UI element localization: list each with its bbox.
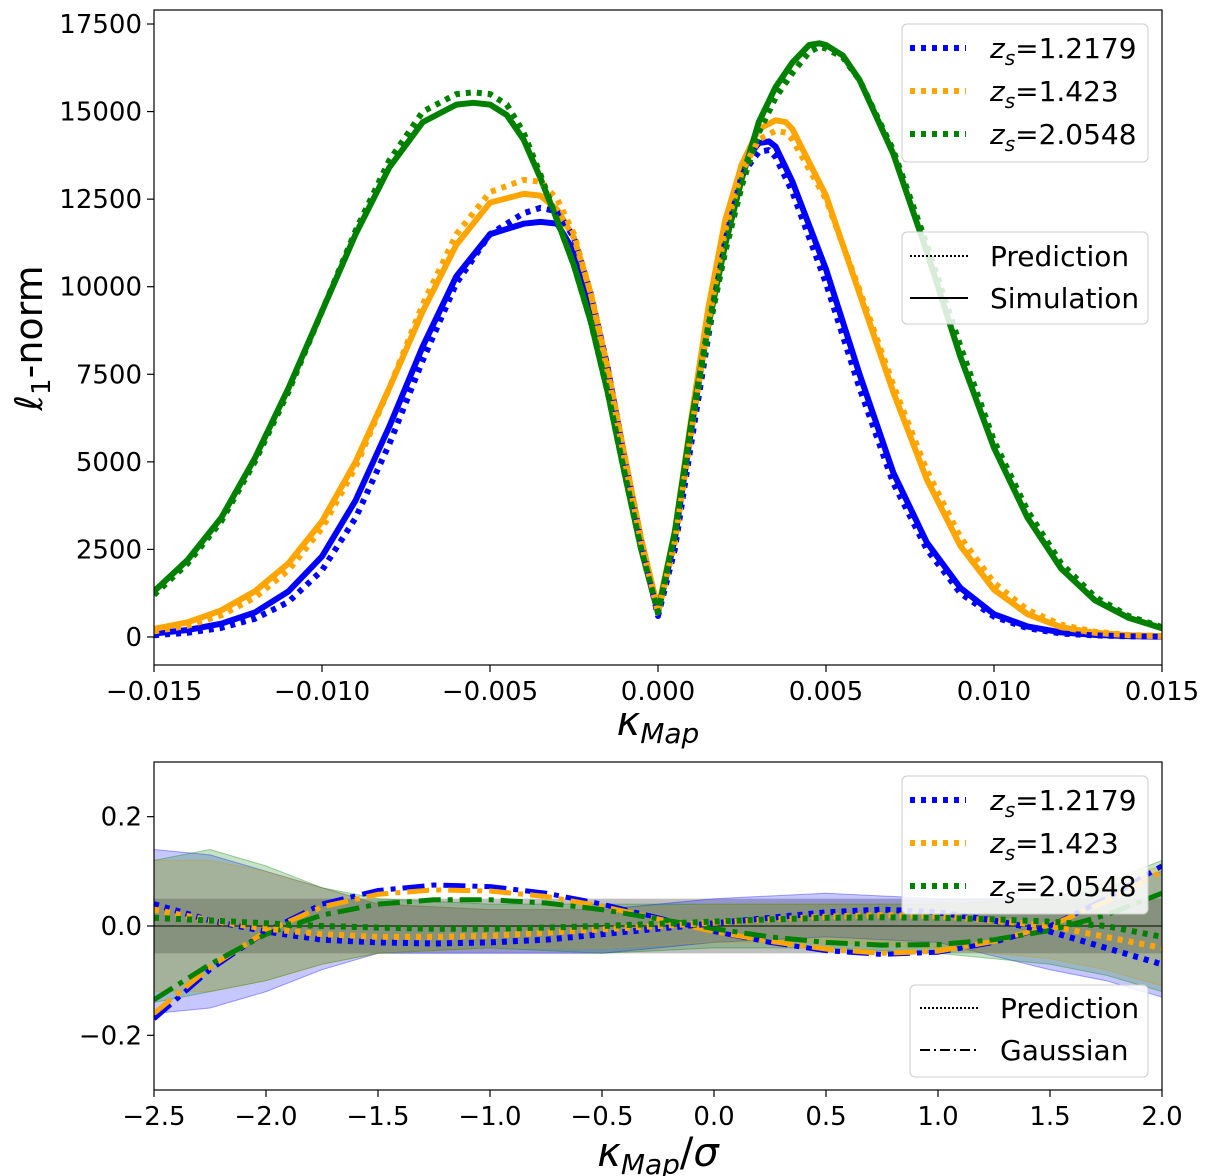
- prediction-line-3: [154, 43, 1162, 631]
- y-tick-label: 0.2: [101, 803, 142, 833]
- prediction-line-2: [154, 906, 1162, 951]
- prediction-line-2: [154, 127, 1162, 640]
- gaussian-line-3: [154, 890, 1162, 1002]
- top-series-legend: zs=1.2179 zs=1.423 zs=2.0548: [901, 23, 1149, 163]
- bottom-x-axis-label: κMap/σ: [597, 1130, 720, 1176]
- y-tick-label: 0.0: [101, 912, 142, 942]
- prediction-line-1: [154, 147, 1162, 640]
- x-tick-label: −0.005: [442, 677, 538, 707]
- y-tick-label: 15000: [59, 98, 142, 128]
- x-tick-label: 0.005: [789, 677, 863, 707]
- top-panel: −0.015 −0.010 −0.005 0.000 0.005 0.010 0.015 0…: [7, 9, 1199, 750]
- legend-style-label: Simulation: [990, 282, 1139, 315]
- legend-entry-label: zs=2.0548: [989, 118, 1137, 156]
- x-tick-label: −0.015: [106, 677, 202, 707]
- x-tick-label: 0.015: [1125, 677, 1199, 707]
- legend-entry-label: zs=1.423: [989, 75, 1119, 113]
- x-tick-label: −1.5: [346, 1102, 409, 1132]
- x-tick-label: 2.0: [1141, 1102, 1182, 1132]
- y-tick-label: 10000: [59, 273, 142, 303]
- top-style-legend: Prediction Simulation: [901, 231, 1149, 325]
- y-tick-label: 12500: [59, 185, 142, 215]
- legend-entry-label: zs=1.423: [989, 827, 1119, 865]
- x-tick-label: 0.000: [621, 677, 695, 707]
- legend-style-label: Prediction: [1000, 992, 1139, 1025]
- bottom-panel: −2.5 −2.0 −1.5 −1.0 −0.5 0.0 0.5 1.0 1.5 2.0 −0.2…: [79, 761, 1183, 1176]
- y-tick-label: 5000: [76, 448, 142, 478]
- x-tick-label: −2.0: [234, 1102, 297, 1132]
- x-tick-label: −0.010: [274, 677, 370, 707]
- bottom-y-ticks: −0.2 0.0 0.2: [79, 803, 154, 1051]
- bottom-series-legend: zs=1.2179 zs=1.423 zs=2.0548: [901, 775, 1149, 915]
- legend-entry-label: zs=2.0548: [989, 870, 1137, 908]
- x-tick-label: −0.5: [570, 1102, 633, 1132]
- legend-entry-label: zs=1.2179: [989, 32, 1137, 70]
- legend-entry-label: zs=1.2179: [989, 784, 1137, 822]
- top-y-axis-label: ℓ1-norm: [7, 265, 57, 411]
- x-tick-label: −1.0: [458, 1102, 521, 1132]
- legend-style-label: Prediction: [990, 240, 1129, 273]
- y-tick-label: 2500: [76, 535, 142, 565]
- top-y-ticks: 0 2500 5000 7500 10000 12500 15000 17500: [59, 10, 154, 653]
- y-tick-label: −0.2: [79, 1021, 142, 1051]
- y-tick-label: 17500: [59, 10, 142, 40]
- y-tick-label: 7500: [76, 360, 142, 390]
- top-x-ticks: −0.015 −0.010 −0.005 0.000 0.005 0.010 0.015: [106, 665, 1199, 707]
- y-tick-label: 0: [125, 623, 142, 653]
- x-tick-label: 1.0: [917, 1102, 958, 1132]
- x-tick-label: 0.010: [957, 677, 1031, 707]
- x-tick-label: 1.5: [1029, 1102, 1070, 1132]
- bottom-x-ticks: −2.5 −2.0 −1.5 −1.0 −0.5 0.0 0.5 1.0 1.5 2.0: [122, 1090, 1183, 1132]
- x-tick-label: 0.0: [693, 1102, 734, 1132]
- prediction-line-3: [154, 914, 1162, 940]
- simulation-line-2: [154, 117, 1162, 640]
- simulation-line-1: [154, 138, 1162, 640]
- top-plot-area: [154, 40, 1162, 640]
- x-tick-label: −2.5: [122, 1102, 185, 1132]
- legend-style-label: Gaussian: [1000, 1034, 1128, 1067]
- bottom-style-legend: Prediction Gaussian: [909, 984, 1149, 1078]
- x-tick-label: 0.5: [805, 1102, 846, 1132]
